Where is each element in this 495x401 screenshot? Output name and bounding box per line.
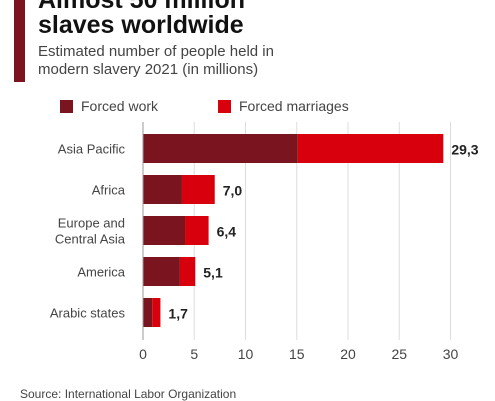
bar-total-label: 6,4 <box>217 224 237 240</box>
category-label: Arabic states <box>50 306 126 321</box>
x-tick-label: 20 <box>340 346 356 362</box>
title-accent-bar <box>14 0 25 82</box>
x-tick-label: 0 <box>139 346 147 362</box>
bar-forced-marriages <box>181 175 215 204</box>
legend-swatch-forced-marriages <box>218 99 231 113</box>
bar-total-label: 7,0 <box>223 183 243 199</box>
legend-item-forced-work: Forced work <box>60 98 158 114</box>
x-tick-label: 15 <box>289 346 305 362</box>
x-tick-label: 5 <box>190 346 198 362</box>
category-label: Asia Pacific <box>58 142 126 157</box>
bar-total-label: 1,7 <box>168 306 188 322</box>
subtitle-line-2: modern slavery 2021 (in millions) <box>38 61 259 78</box>
legend-label-forced-work: Forced work <box>81 98 159 114</box>
stacked-bar-chart: 0 5 10 15 20 25 30 Asia Pacific 29,3 Africa 7,0 Eur… <box>50 122 479 362</box>
bar-total-label: 29,3 <box>451 142 478 158</box>
chart-title-line-1: Almost 50 million <box>38 0 245 14</box>
bar-forced-work <box>143 257 180 286</box>
bar-forced-marriages <box>152 298 161 327</box>
bar-total-label: 5,1 <box>203 265 223 281</box>
source-note: Source: International Labor Organization <box>20 387 237 401</box>
category-label: Europe and Central Asia <box>55 216 126 247</box>
bar-forced-work <box>143 134 298 163</box>
category-label: America <box>77 265 125 280</box>
bar-forced-work <box>143 175 182 204</box>
subtitle-line-1: Estimated number of people held in <box>38 43 274 60</box>
bar-forced-marriages <box>185 216 209 245</box>
bar-forced-work <box>143 216 186 245</box>
bar-forced-marriages <box>297 134 444 163</box>
x-tick-label: 25 <box>391 346 407 362</box>
x-tick-label: 30 <box>443 346 459 362</box>
legend-item-forced-marriages: Forced marriages <box>218 98 349 114</box>
chart-title-line-2: slaves worldwide <box>38 11 244 39</box>
chart-subtitle: Estimated number of people held in moder… <box>38 43 378 79</box>
legend-label-forced-marriages: Forced marriages <box>239 98 349 114</box>
bar-forced-marriages <box>179 257 196 286</box>
category-label: Africa <box>92 183 126 198</box>
bar-forced-work <box>143 298 153 327</box>
x-tick-label: 10 <box>238 346 254 362</box>
legend-swatch-forced-work <box>60 99 73 113</box>
